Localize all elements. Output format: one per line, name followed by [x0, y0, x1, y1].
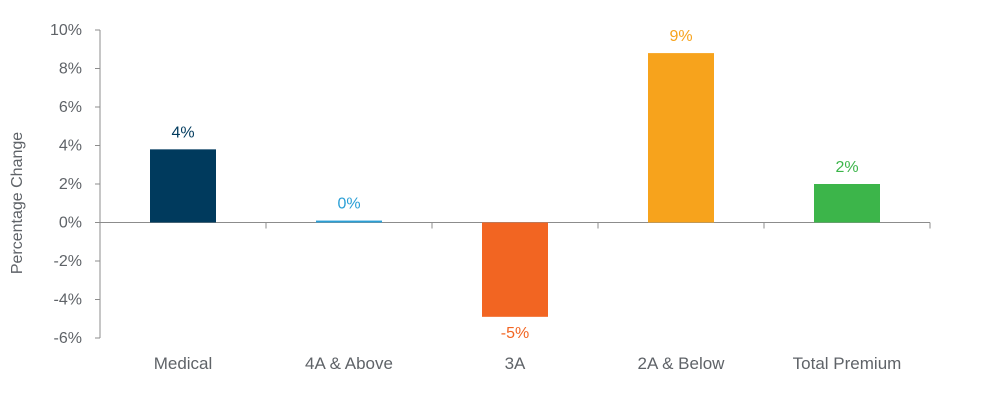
- y-tick-label: 10%: [50, 22, 82, 39]
- bar: [316, 220, 382, 223]
- data-label: 0%: [337, 196, 360, 213]
- bar: [482, 222, 548, 317]
- data-label: 9%: [669, 28, 692, 45]
- x-category-label: Total Premium: [793, 354, 902, 373]
- x-category-label: 3A: [505, 354, 526, 373]
- y-tick-label: 0%: [59, 215, 82, 232]
- y-tick-label: 6%: [59, 99, 82, 116]
- x-category-label: Medical: [154, 354, 213, 373]
- y-axis-title: Percentage Change: [9, 132, 26, 274]
- labels-layer: 4% Medical 0% 4A & Above -5% 3A 9% 2A & Below 2%…: [154, 28, 902, 373]
- bar: [648, 53, 714, 223]
- bar: [814, 184, 880, 223]
- y-tick-label: 8%: [59, 61, 82, 78]
- data-label: 2%: [835, 159, 858, 176]
- y-tick-label: -4%: [54, 292, 82, 309]
- data-label: 4%: [171, 124, 194, 141]
- bars-layer: [150, 53, 880, 317]
- x-category-label: 4A & Above: [305, 354, 393, 373]
- y-tick-label: 2%: [59, 176, 82, 193]
- x-category-label: 2A & Below: [638, 354, 726, 373]
- data-label: -5%: [501, 325, 529, 342]
- bar: [150, 149, 216, 223]
- y-tick-label: -2%: [54, 253, 82, 270]
- axes-layer: 10% 8% 6% 4% 2% 0% -2% -4% -6%: [50, 22, 931, 347]
- y-tick-label: -6%: [54, 330, 82, 347]
- y-tick-label: 4%: [59, 138, 82, 155]
